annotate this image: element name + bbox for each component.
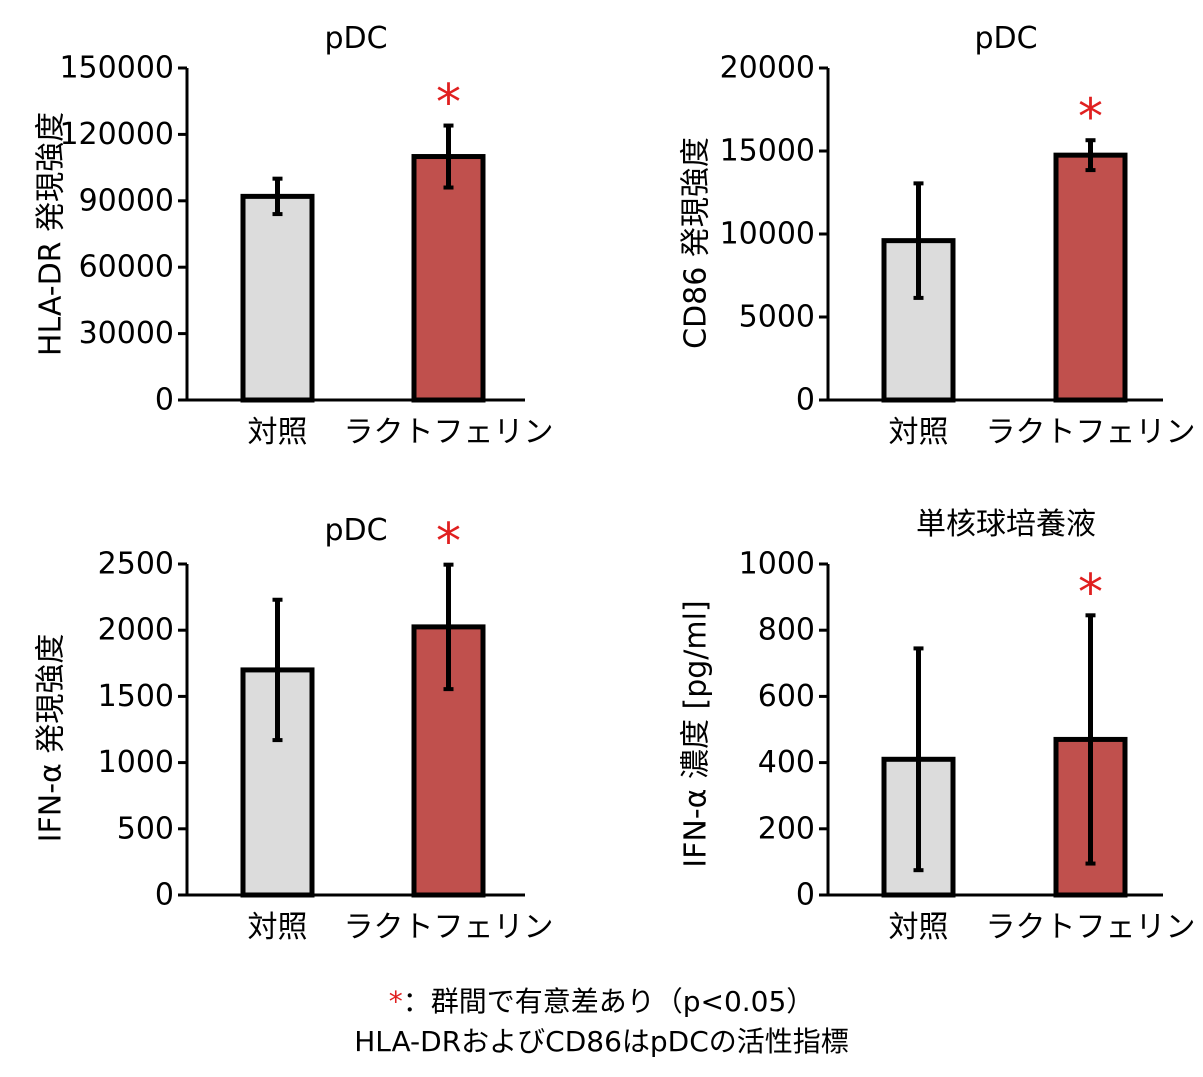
- panel-3-y-tick-label: 500: [117, 811, 174, 846]
- panel-3-category-label: ラクトフェリン: [344, 910, 554, 945]
- panel-4-y-tick-label: 400: [758, 745, 815, 780]
- panel-2-title: pDC: [974, 21, 1037, 56]
- panel-4-y-tick-label: 800: [758, 613, 815, 648]
- panel-3-y-tick-label: 0: [155, 878, 174, 913]
- significance-footnote-text: ：群間で有意差あり（p<0.05）: [402, 985, 815, 1018]
- panel-3-y-axis-label: IFN-α 発現強度: [34, 634, 69, 843]
- panel-4-category-label: ラクトフェリン: [986, 910, 1196, 945]
- panel-3-y-tick-label: 1000: [98, 745, 174, 780]
- indicator-footnote: HLA-DRおよびCD86はpDCの活性指標: [354, 1025, 849, 1058]
- panel-1-y-tick-label: 60000: [79, 250, 174, 285]
- panel-2-category-label: 対照: [889, 415, 949, 450]
- panel-3-title: pDC: [324, 513, 387, 548]
- panel-1-y-tick-label: 150000: [59, 51, 174, 86]
- panel-1-category-label: 対照: [248, 415, 308, 450]
- panel-1-bar-lactoferrin: [411, 154, 486, 403]
- panel-2-y-tick-label: 15000: [720, 134, 815, 169]
- panel-3-y-tick-label: 2000: [98, 613, 174, 648]
- panel-2-y-tick-label: 20000: [720, 51, 815, 86]
- panel-4-y-tick-label: 200: [758, 811, 815, 846]
- panel-1-y-tick-label: 120000: [59, 117, 174, 152]
- panel-2-significance-star: *: [1078, 88, 1103, 146]
- panel-2-y-tick-label: 5000: [739, 300, 815, 335]
- panel-4-title: 単核球培養液: [916, 507, 1096, 542]
- panel-2-bar-lactoferrin: [1053, 152, 1128, 403]
- significance-star-legend: *: [388, 985, 403, 1018]
- panel-1-y-tick-label: 0: [155, 383, 174, 418]
- panel-1-y-axis-label: HLA-DR 発現強度: [34, 112, 69, 356]
- panel-2-category-label: ラクトフェリン: [986, 415, 1196, 450]
- panel-4-category-label: 対照: [889, 910, 949, 945]
- panel-4-significance-star: *: [1078, 563, 1103, 621]
- panel-4-y-tick-label: 0: [796, 878, 815, 913]
- panel-3-y-tick-label: 2500: [98, 547, 174, 582]
- panel-1-title: pDC: [324, 21, 387, 56]
- significance-footnote: *：群間で有意差あり（p<0.05）: [0, 980, 1203, 1020]
- panel-1-y-tick-label: 90000: [79, 183, 174, 218]
- panel-4-y-axis-label: IFN-α 濃度 [pg/ml]: [679, 600, 714, 867]
- panel-1-significance-star: *: [436, 74, 461, 132]
- panel-2-y-axis-label: CD86 発現強度: [679, 137, 714, 349]
- panel-4-y-tick-label: 1000: [739, 547, 815, 582]
- panel-1-category-label: ラクトフェリン: [344, 415, 554, 450]
- panel-3-y-tick-label: 1500: [98, 679, 174, 714]
- panel-3-category-label: 対照: [248, 910, 308, 945]
- panel-1-y-tick-label: 30000: [79, 316, 174, 351]
- panel-4-y-tick-label: 600: [758, 679, 815, 714]
- panel-3-significance-star: *: [436, 513, 461, 571]
- panel-1-bar-control: [240, 193, 315, 403]
- panel-2-y-tick-label: 10000: [720, 217, 815, 252]
- panel-2-y-tick-label: 0: [796, 383, 815, 418]
